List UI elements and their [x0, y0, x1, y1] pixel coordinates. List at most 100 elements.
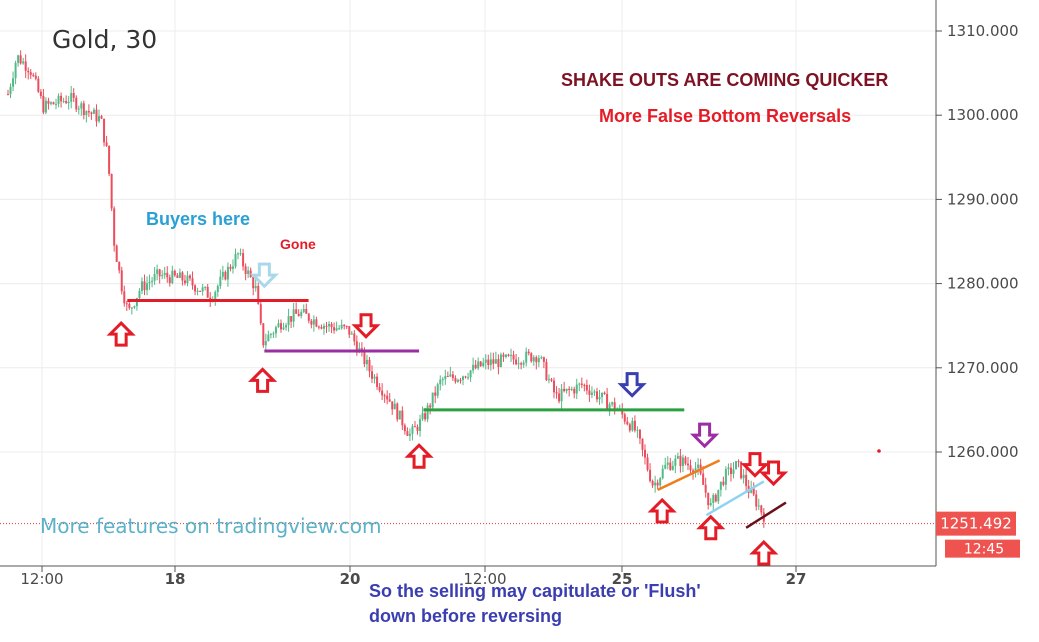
- candle-body: [70, 92, 73, 102]
- candle-body: [560, 388, 563, 402]
- candle-body: [108, 145, 111, 174]
- candle-body: [138, 290, 141, 298]
- candle-body: [338, 328, 341, 330]
- candle-body: [22, 61, 25, 64]
- candle-body: [593, 391, 596, 393]
- candle-body: [335, 328, 338, 331]
- candle-body: [558, 393, 561, 402]
- candle-body: [421, 413, 424, 420]
- candle-body: [681, 457, 684, 467]
- candle-body: [393, 403, 396, 410]
- candle-body: [85, 110, 88, 115]
- candle-body: [292, 309, 295, 322]
- candle-body: [199, 290, 202, 292]
- candle-body: [722, 481, 725, 485]
- candle-body: [398, 410, 401, 420]
- price-tick-label: 1300.000: [947, 106, 1019, 124]
- candle-body: [611, 402, 614, 405]
- time-tick-label: 12:00: [20, 570, 63, 588]
- candle-body: [416, 426, 419, 431]
- candle-body: [547, 379, 550, 381]
- candle-body: [368, 359, 371, 372]
- candle-body: [595, 391, 598, 400]
- candle-body: [118, 261, 121, 271]
- candle-body: [530, 353, 533, 362]
- candle-body: [262, 323, 265, 346]
- candle-body: [277, 323, 280, 328]
- trendline: [657, 459, 721, 492]
- chart-title: Gold, 30: [52, 25, 157, 54]
- candle-body: [287, 316, 290, 326]
- candle-body: [669, 462, 672, 470]
- candle-body: [269, 334, 272, 336]
- candle-body: [12, 78, 15, 87]
- candle-body: [224, 271, 227, 280]
- candle-body: [553, 380, 556, 393]
- candle-body: [186, 275, 189, 284]
- candle-body: [297, 313, 300, 317]
- candle-body: [353, 333, 356, 342]
- candle-body: [110, 173, 113, 209]
- candle-body: [446, 376, 449, 378]
- candle-body: [98, 116, 101, 122]
- candle-body: [27, 70, 30, 73]
- candle-body: [128, 303, 131, 308]
- candle-body: [750, 488, 753, 493]
- candle-body: [555, 392, 558, 394]
- candle-body: [702, 473, 705, 485]
- candle-body: [724, 469, 727, 485]
- candle-body: [537, 358, 540, 363]
- candle-body: [146, 283, 149, 291]
- up-arrow-icon: [404, 443, 434, 469]
- candle-body: [378, 386, 381, 391]
- candle-body: [37, 78, 40, 92]
- candle-body: [254, 285, 257, 289]
- candle-body: [666, 462, 669, 465]
- candle-body: [573, 388, 576, 394]
- candle-body: [320, 327, 323, 329]
- candle-body: [671, 465, 674, 470]
- candle-body: [462, 376, 465, 380]
- candle-body: [100, 116, 103, 119]
- candle-body: [247, 270, 250, 275]
- candle-body: [674, 458, 677, 466]
- candle-body: [522, 362, 525, 365]
- candle-body: [244, 266, 247, 275]
- trendline: [745, 501, 787, 529]
- candle-body: [735, 461, 738, 470]
- candle-body: [732, 469, 735, 475]
- candle-body: [239, 253, 242, 255]
- candle-body: [259, 304, 262, 324]
- candle-body: [285, 325, 288, 328]
- candle-body: [24, 61, 27, 71]
- candle-body: [343, 324, 346, 327]
- candle-body: [482, 362, 485, 367]
- candle-body: [449, 374, 452, 377]
- candle-body: [631, 420, 634, 431]
- candle-body: [656, 482, 659, 486]
- time-tick-label: 27: [786, 570, 807, 588]
- time-axis[interactable]: 12:00 18 20 12:00 25 27: [20, 566, 806, 588]
- down-arrow-icon: [758, 460, 789, 487]
- candle-body: [173, 270, 176, 276]
- candle-body: [90, 112, 93, 114]
- candle-body: [62, 101, 65, 103]
- candle-body: [87, 110, 90, 113]
- watermark[interactable]: More features on tradingview.com: [40, 514, 381, 538]
- candle-body: [386, 395, 389, 400]
- candle-body: [181, 272, 184, 281]
- candle-body: [123, 291, 126, 304]
- candle-body: [130, 307, 133, 309]
- candle-body: [752, 488, 755, 495]
- candle-body: [601, 392, 604, 398]
- candle-body: [206, 286, 209, 298]
- price-axis[interactable]: 1260.000 1270.000 1280.000 1290.000 1300.000…: [936, 22, 1019, 461]
- candle-body: [396, 403, 399, 420]
- candle-body: [477, 361, 480, 369]
- candle-body: [527, 351, 530, 354]
- candle-body: [282, 327, 285, 330]
- candle-body: [29, 72, 32, 75]
- candle-body: [47, 100, 50, 104]
- candle-body: [737, 461, 740, 463]
